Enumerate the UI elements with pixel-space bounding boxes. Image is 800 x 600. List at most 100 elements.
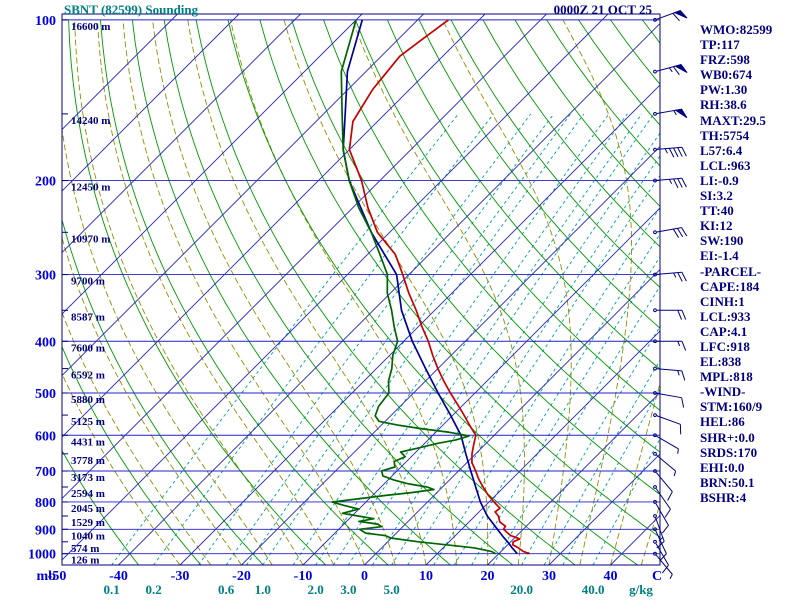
- index-line: SRDS:170: [700, 444, 758, 460]
- mixing-ratio-lines: [111, 113, 660, 565]
- index-line: BRN:50.1: [700, 474, 755, 490]
- dry-adiabat: [291, 19, 660, 496]
- temp-label: 20: [481, 569, 495, 584]
- isotherm: [62, 14, 301, 254]
- dry-adiabat: [62, 345, 202, 565]
- mixing-ratio-line: [292, 113, 610, 565]
- wind-barb: [653, 433, 679, 454]
- height-label: 5880 m: [71, 394, 105, 406]
- moist-adiabat: [442, 19, 572, 565]
- temperature-trace: [348, 19, 530, 555]
- index-line: TT:40: [700, 203, 734, 219]
- mixratio-axis-labels: 0.1 0.2 0.6 1.0 2.0 3.0 5.0 20.0 40.0 g/kg: [104, 582, 654, 597]
- pressure-label: 800: [35, 496, 56, 511]
- temp-label: -40: [109, 569, 128, 584]
- mixratio-label: 0.6: [218, 582, 235, 597]
- index-line: MPL:818: [700, 369, 753, 385]
- mixratio-label: 0.2: [145, 582, 161, 597]
- moist-adiabat: [610, 381, 660, 565]
- wind-barb: [653, 108, 688, 119]
- wind-barb: [653, 227, 688, 238]
- height-label: 14240 m: [71, 115, 110, 127]
- index-line: L57:6.4: [700, 142, 743, 158]
- index-line: STM:160/9: [700, 399, 763, 415]
- index-line: TP:117: [700, 37, 740, 53]
- height-label: 12450 m: [71, 182, 110, 194]
- height-label: 574 m: [71, 543, 99, 555]
- pressure-label: 900: [35, 523, 56, 538]
- chart-title: SBNT (82599) Sounding: [64, 2, 199, 17]
- dry-adiabat: [163, 19, 514, 565]
- pressure-label: 400: [35, 335, 56, 350]
- moist-adiabat: [283, 19, 489, 565]
- wind-barb: [653, 271, 687, 282]
- isotherm: [548, 453, 660, 565]
- height-label: 2045 m: [71, 503, 105, 515]
- mixing-ratio-line: [262, 113, 585, 565]
- index-line: EHI:0.0: [700, 459, 745, 475]
- pressure-label: 300: [35, 269, 56, 284]
- wind-barb: [653, 10, 688, 22]
- moist-adiabat: [62, 126, 273, 565]
- height-label: 16600 m: [71, 21, 110, 33]
- moist-adiabat: [152, 19, 396, 565]
- moist-adiabat: [352, 19, 525, 565]
- temp-axis-labels: -50 -40 -30 -20 -10 0 10 20 30 40 C: [48, 569, 662, 584]
- index-line: KI:12: [700, 218, 733, 234]
- wind-barb: [653, 391, 685, 408]
- index-line: -PARCEL-: [700, 263, 762, 279]
- moist-adiabat: [230, 19, 458, 565]
- isotherm: [62, 14, 609, 561]
- mixratio-label: 1.0: [255, 582, 271, 597]
- moist-adiabat: [640, 502, 660, 565]
- moist-adiabat: [62, 372, 181, 565]
- dry-adiabat: [386, 19, 660, 370]
- wind-barb: [653, 514, 665, 549]
- parcel-trace: [342, 19, 518, 555]
- height-label: 8587 m: [71, 311, 105, 323]
- height-labels: 16600 m 14240 m 12450 m 10970 m 9700 m 8587 m…: [62, 19, 110, 567]
- index-line: MAXT:29.5: [700, 112, 766, 128]
- index-line: LCL:963: [700, 157, 751, 173]
- moist-adiabat: [62, 311, 212, 565]
- height-label: 3173 m: [71, 472, 105, 484]
- moist-adiabat: [122, 19, 365, 565]
- index-line: HEL:86: [700, 414, 745, 430]
- mixing-ratio-line: [333, 113, 643, 565]
- index-line: SW:190: [700, 233, 744, 249]
- index-line: LFC:918: [700, 338, 750, 354]
- temp-label: 30: [542, 569, 556, 584]
- dry-adiabat: [131, 19, 451, 565]
- height-label: 3778 m: [71, 455, 105, 467]
- wind-barb: [653, 64, 688, 75]
- temp-label: 0: [361, 569, 368, 584]
- height-label: 5125 m: [71, 416, 105, 428]
- mixing-ratio-line: [372, 132, 660, 565]
- index-line: FRZ:598: [700, 52, 750, 68]
- isotherms: [62, 14, 660, 565]
- height-label: 9700 m: [71, 276, 105, 288]
- index-line: LCL:933: [700, 308, 751, 324]
- temp-label: 40: [604, 569, 618, 584]
- wind-barb: [653, 366, 686, 381]
- mixratio-label: 20.0: [510, 582, 533, 597]
- isotherm: [62, 14, 363, 315]
- dry-adiabat: [62, 218, 264, 565]
- index-line: SHR+:0.0: [700, 429, 755, 445]
- moist-adiabat: [97, 19, 335, 565]
- wind-barb: [653, 551, 673, 580]
- height-label: 126 m: [71, 555, 99, 567]
- dry-adiabat: [259, 19, 660, 538]
- isotherm: [62, 14, 547, 500]
- wind-barb: [653, 413, 682, 435]
- pressure-label: 600: [35, 429, 56, 444]
- wind-barb: [653, 469, 673, 501]
- index-line: PW:1.30: [700, 82, 748, 98]
- mixing-ratio-line: [111, 113, 459, 565]
- wind-barb: [653, 339, 687, 351]
- wind-barb: [653, 485, 671, 518]
- chart-datetime: 0000Z 21 OCT 25: [553, 2, 652, 17]
- index-line: EL:838: [700, 354, 742, 370]
